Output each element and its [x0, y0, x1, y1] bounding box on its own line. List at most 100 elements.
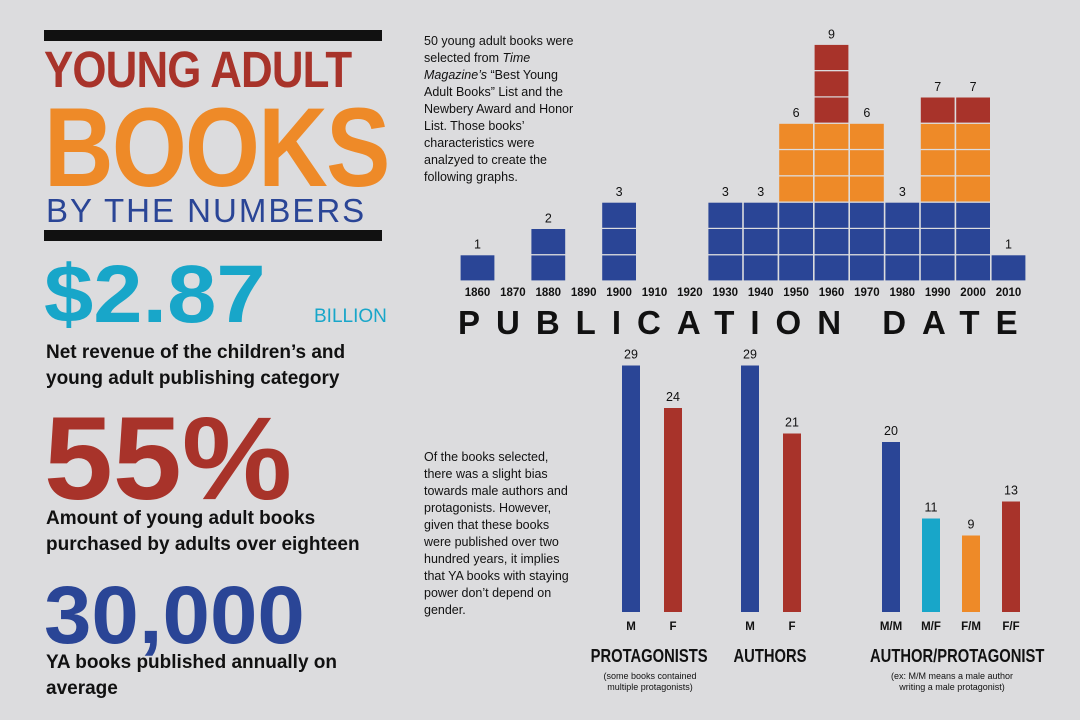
pub-bar-unit-1980-0-2 [884, 201, 921, 230]
pub-bar-unit-1960-2-2 [813, 43, 850, 72]
protagonists-title: PROTAGONISTS [590, 646, 708, 666]
title-by-the-numbers: BY THE NUMBERS [46, 192, 367, 229]
pub-bar-unit-1970-1-0 [848, 175, 886, 203]
gender-value-label-M: 29 [743, 348, 757, 362]
pub-tick-label-2010: 2010 [996, 287, 1022, 299]
gender-bar-AUTHORS-F [783, 433, 801, 612]
stat-annual-books-value: 30,000 [44, 570, 305, 661]
gender-value-label-M: 29 [624, 348, 638, 362]
gender-note: Of the books selected, there was a sligh… [424, 450, 569, 617]
pub-tick-label-1980: 1980 [890, 287, 916, 299]
pub-total-label-1990: 7 [934, 80, 941, 94]
pub-bar-unit-2000-2-0 [954, 96, 992, 124]
publication-date-chart: 1 1860 1870 2 1880 1890 3 1900 1910 1920 3 1930 3 194… [459, 27, 1027, 299]
bottom-rule [44, 230, 382, 241]
gender-value-label-F/M: 9 [968, 518, 975, 532]
pub-total-label-2000: 7 [970, 80, 977, 94]
stat-revenue-description: Net revenue of the children’s and young … [46, 342, 346, 389]
title-books: BOOKS [44, 85, 390, 210]
gender-category-label-F/F: F/F [1002, 621, 1019, 633]
gender-bar-PROTAGONISTS-F [664, 408, 682, 612]
pub-bar-unit-1880-0-1 [530, 227, 567, 256]
pub-bar-unit-1970-1-2 [848, 122, 886, 151]
pub-bar-unit-2000-1-0 [954, 175, 992, 203]
gender-bar-PROTAGONISTS-M [622, 365, 640, 612]
pub-bar-unit-1900-0-2 [600, 201, 638, 230]
gender-category-label-M/F: M/F [921, 621, 941, 633]
pub-bar-unit-1980-0-0 [884, 254, 921, 282]
stat-revenue-unit: BILLION [314, 306, 387, 327]
pub-bar-unit-1990-1-1 [919, 148, 956, 177]
gender-charts: 29 M 24 F 29 M 21 F 20 M/M 11 M/F 9 F/M 13 F/F [622, 348, 1020, 633]
publication-date-axis-title: PUBLICATION DATE [458, 304, 1034, 341]
authors-title: AUTHORS [733, 646, 807, 666]
gender-value-label-F/F: 13 [1004, 484, 1018, 498]
pub-total-label-1960: 9 [828, 27, 835, 41]
pub-bar-unit-1990-0-2 [919, 201, 956, 230]
pub-bar-unit-1960-2-0 [813, 96, 850, 124]
pub-tick-label-1930: 1930 [713, 287, 739, 299]
author-protagonist-title: AUTHOR/PROTAGONIST [870, 646, 1045, 666]
pub-tick-label-1900: 1900 [606, 287, 632, 299]
gender-value-label-F: 24 [666, 390, 680, 404]
pub-bar-unit-1990-0-0 [919, 254, 956, 282]
pub-tick-label-1940: 1940 [748, 287, 774, 299]
pub-total-label-1970: 6 [863, 106, 870, 120]
pub-tick-label-1950: 1950 [783, 287, 809, 299]
pub-total-label-1980: 3 [899, 185, 906, 199]
gender-bar-AUTHOR/PROTAGONIST-M/M [882, 442, 900, 612]
pub-bar-unit-1930-0-2 [707, 201, 744, 230]
stat-annual-books-description: YA books published annually on average [46, 652, 338, 699]
pub-tick-label-1890: 1890 [571, 287, 597, 299]
pub-bar-unit-1990-1-2 [919, 122, 956, 151]
gender-category-label-F: F [788, 621, 795, 633]
stat-revenue-value: $2.87 [44, 249, 266, 340]
pub-bar-unit-1860-0-0 [459, 254, 496, 282]
pub-bar-unit-2010-0-0 [990, 254, 1027, 282]
pub-bar-unit-1960-1-1 [813, 148, 850, 177]
pub-bar-unit-1970-1-1 [848, 148, 886, 177]
intro-note-before: 50 young adult books were selected from [424, 34, 574, 65]
gender-bar-AUTHOR/PROTAGONIST-F/F [1002, 501, 1020, 612]
gender-value-label-M/M: 20 [884, 424, 898, 438]
pub-tick-label-1870: 1870 [500, 287, 526, 299]
pub-tick-label-1970: 1970 [854, 287, 880, 299]
pub-total-label-1940: 3 [757, 185, 764, 199]
pub-bar-unit-2000-1-2 [954, 122, 992, 151]
pub-tick-label-1910: 1910 [642, 287, 668, 299]
top-rule [44, 30, 382, 41]
pub-tick-label-1860: 1860 [465, 287, 491, 299]
pub-bar-unit-1880-0-0 [530, 254, 567, 282]
gender-bar-AUTHOR/PROTAGONIST-F/M [962, 535, 980, 612]
title-young-adult: YOUNG ADULT [44, 41, 352, 98]
pub-tick-label-1960: 1960 [819, 287, 845, 299]
intro-note-after: “Best Young Adult Books” List and the Ne… [424, 68, 574, 184]
gender-bar-AUTHOR/PROTAGONIST-M/F [922, 518, 940, 612]
gender-value-label-M/F: 11 [925, 501, 938, 515]
gender-category-label-F: F [669, 621, 676, 633]
pub-total-label-1900: 3 [616, 185, 623, 199]
pub-bar-unit-1970-0-1 [848, 227, 886, 256]
gender-category-label-M/M: M/M [880, 621, 902, 633]
intro-note: 50 young adult books were selected from … [424, 33, 574, 186]
author-protagonist-note: (ex: M/M means a male author writing a m… [890, 671, 1014, 692]
gender-value-label-F: 21 [785, 416, 799, 430]
pub-tick-label-1880: 1880 [536, 287, 562, 299]
pub-bar-unit-1960-2-1 [813, 69, 850, 98]
stat-adult-buyers-value: 55% [44, 393, 292, 525]
pub-bar-unit-1950-1-2 [777, 122, 815, 151]
pub-tick-label-1990: 1990 [925, 287, 951, 299]
pub-total-label-1930: 3 [722, 185, 729, 199]
pub-bar-unit-1900-0-0 [600, 254, 638, 282]
pub-bar-unit-2000-0-1 [954, 227, 992, 256]
pub-total-label-1880: 2 [545, 211, 552, 225]
gender-category-label-M: M [745, 621, 755, 633]
stat-adult-buyers-description: Amount of young adult books purchased by… [46, 508, 360, 555]
protagonists-note: (some books contained multiple protagoni… [603, 671, 697, 692]
gender-category-label-M: M [626, 621, 636, 633]
pub-bar-unit-2000-0-0 [954, 254, 992, 282]
pub-tick-label-2000: 2000 [960, 287, 986, 299]
intro-note-italic: Time Magazine’s [424, 51, 531, 82]
pub-bar-unit-1990-1-0 [919, 175, 956, 203]
pub-tick-label-1920: 1920 [677, 287, 703, 299]
